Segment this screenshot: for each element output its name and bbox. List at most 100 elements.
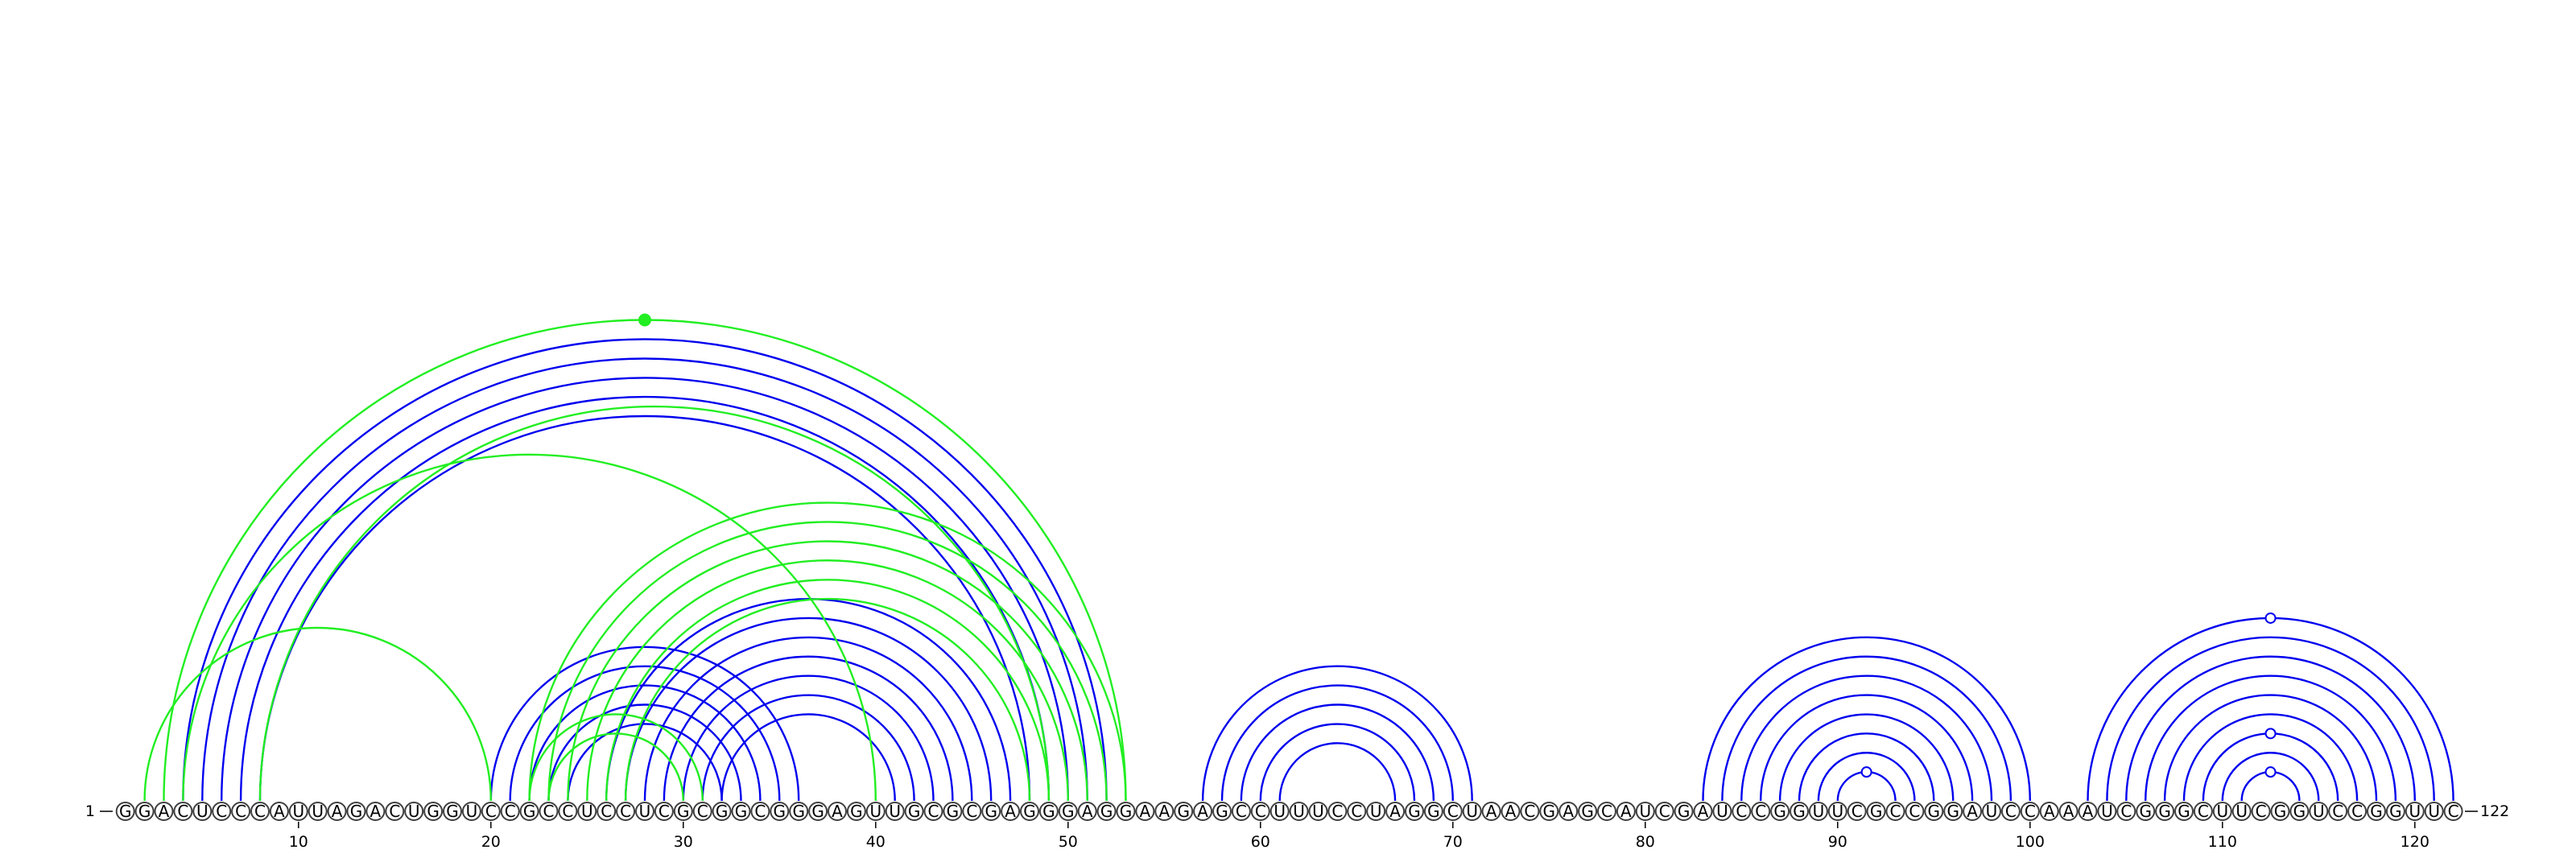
nucleotide: C: [751, 802, 769, 821]
nucleotide: U: [463, 802, 481, 821]
nucleotide-letter: G: [1870, 802, 1883, 821]
nucleotide: C: [251, 802, 269, 821]
nucleotide: U: [1637, 802, 1654, 821]
nucleotide: U: [309, 802, 327, 821]
nucleotide: G: [2272, 802, 2289, 821]
nucleotide-letter: G: [947, 802, 960, 821]
nucleotide-letter: U: [1716, 802, 1728, 821]
nucleotide-letter: G: [2158, 802, 2171, 821]
nucleotide-letter: C: [1852, 802, 1863, 821]
nucleotide: C: [386, 802, 403, 821]
nucleotide-letter: U: [408, 802, 420, 821]
nucleotide-letter: G: [1427, 802, 1440, 821]
nucleotide: G: [906, 802, 923, 821]
nucleotide-letter: C: [389, 802, 400, 821]
nucleotide-letter: G: [1120, 802, 1133, 821]
nucleotide: G: [2156, 802, 2174, 821]
nucleotide-letter: U: [1370, 802, 1382, 821]
nucleotide: C: [1348, 802, 1365, 821]
tick-label: 90: [1828, 833, 1847, 851]
nucleotide: C: [1521, 802, 1538, 821]
position-ticks: 10 20 30 40 50 60 70 80 90 100 110 120: [289, 822, 2429, 851]
nucleotide-letter: C: [505, 802, 516, 821]
tick-label: 70: [1443, 833, 1463, 851]
nucleotide-letter: U: [196, 802, 208, 821]
nucleotide-letter: A: [370, 802, 382, 821]
tick-label: 60: [1251, 833, 1270, 851]
nucleotide: G: [1040, 802, 1058, 821]
nucleotide: A: [1136, 802, 1154, 821]
nucleotide-letter: G: [2139, 802, 2152, 821]
nucleotide: U: [1713, 802, 1731, 821]
nucleotide-letter: A: [1158, 802, 1170, 821]
nucleotide: A: [1483, 802, 1501, 821]
tick-label: 120: [2401, 833, 2429, 851]
nucleotide-letter: C: [966, 802, 977, 821]
tick-label: 10: [289, 833, 308, 851]
nucleotide: U: [405, 802, 423, 821]
nucleotide-letter: U: [2101, 802, 2113, 821]
nucleotide: G: [117, 802, 134, 821]
nucleotide: G: [1021, 802, 1038, 821]
nucleotide: U: [636, 802, 654, 821]
nucleotide: A: [1617, 802, 1635, 821]
nucleotide-letter: U: [1639, 802, 1651, 821]
nucleotide: C: [232, 802, 250, 821]
nucleotide: A: [1001, 802, 1019, 821]
arc-marker-dot: [1862, 767, 1872, 777]
nucleotide-letter: U: [2313, 802, 2325, 821]
nucleotide: C: [2194, 802, 2212, 821]
nucleotide: G: [1540, 802, 1558, 821]
nucleotide-letter: G: [1928, 802, 1941, 821]
nucleotides: GGACUCCCAUUAGACUGGUCCGCCUCCUCGCGGCGGGAGU…: [117, 802, 2462, 821]
nucleotide-letter: G: [1678, 802, 1690, 821]
nucleotide-letter: G: [1177, 802, 1190, 821]
nucleotide-letter: G: [774, 802, 786, 821]
tick-label: 80: [1636, 833, 1655, 851]
nucleotide: U: [1829, 802, 1847, 821]
nucleotide: U: [886, 802, 904, 821]
nucleotide: C: [2021, 802, 2039, 821]
nucleotide-letter: A: [1082, 802, 1093, 821]
nucleotide-letter: A: [2063, 802, 2074, 821]
nucleotide: A: [1963, 802, 1981, 821]
nucleotide: A: [2079, 802, 2097, 821]
nucleotide: G: [809, 802, 827, 821]
nucleotide-letter: G: [2370, 802, 2383, 821]
nucleotide-letter: G: [2178, 802, 2190, 821]
nucleotide-letter: C: [1736, 802, 1747, 821]
nucleotide-letter: A: [1563, 802, 1574, 821]
nucleotide-letter: A: [2083, 802, 2094, 821]
nucleotide: C: [1252, 802, 1269, 821]
nucleotide: G: [2387, 802, 2405, 821]
nucleotide: G: [733, 802, 750, 821]
nucleotide: C: [1598, 802, 1616, 821]
nucleotide: G: [2136, 802, 2154, 821]
nucleotide-letter: A: [832, 802, 843, 821]
nucleotide: A: [1386, 802, 1404, 821]
nucleotide-letter: C: [216, 802, 227, 821]
nucleotide-letter: G: [908, 802, 921, 821]
nucleotide: C: [617, 802, 634, 821]
nucleotide: G: [943, 802, 961, 821]
base-pair-arc-structure-b: [587, 560, 1068, 801]
nucleotide-letter: U: [466, 802, 478, 821]
nucleotide-letter: U: [1312, 802, 1324, 821]
nucleotide-letter: C: [2332, 802, 2343, 821]
nucleotide-letter: A: [159, 802, 170, 821]
tick-label: 20: [481, 833, 501, 851]
nucleotide-letter: C: [1755, 802, 1766, 821]
arc-marker-dot: [2266, 613, 2276, 623]
nucleotide: U: [2425, 802, 2443, 821]
nucleotide-letter: G: [523, 802, 536, 821]
nucleotide-letter: U: [1293, 802, 1305, 821]
nucleotide-letter: U: [2235, 802, 2248, 821]
end-label: 122: [2480, 802, 2509, 820]
nucleotide-letter: C: [1601, 802, 1612, 821]
nucleotide-letter: A: [2044, 802, 2055, 821]
nucleotide: C: [2002, 802, 2020, 821]
nucleotide: C: [694, 802, 712, 821]
nucleotide-letter: A: [1486, 802, 1497, 821]
tick-label: 30: [674, 833, 693, 851]
